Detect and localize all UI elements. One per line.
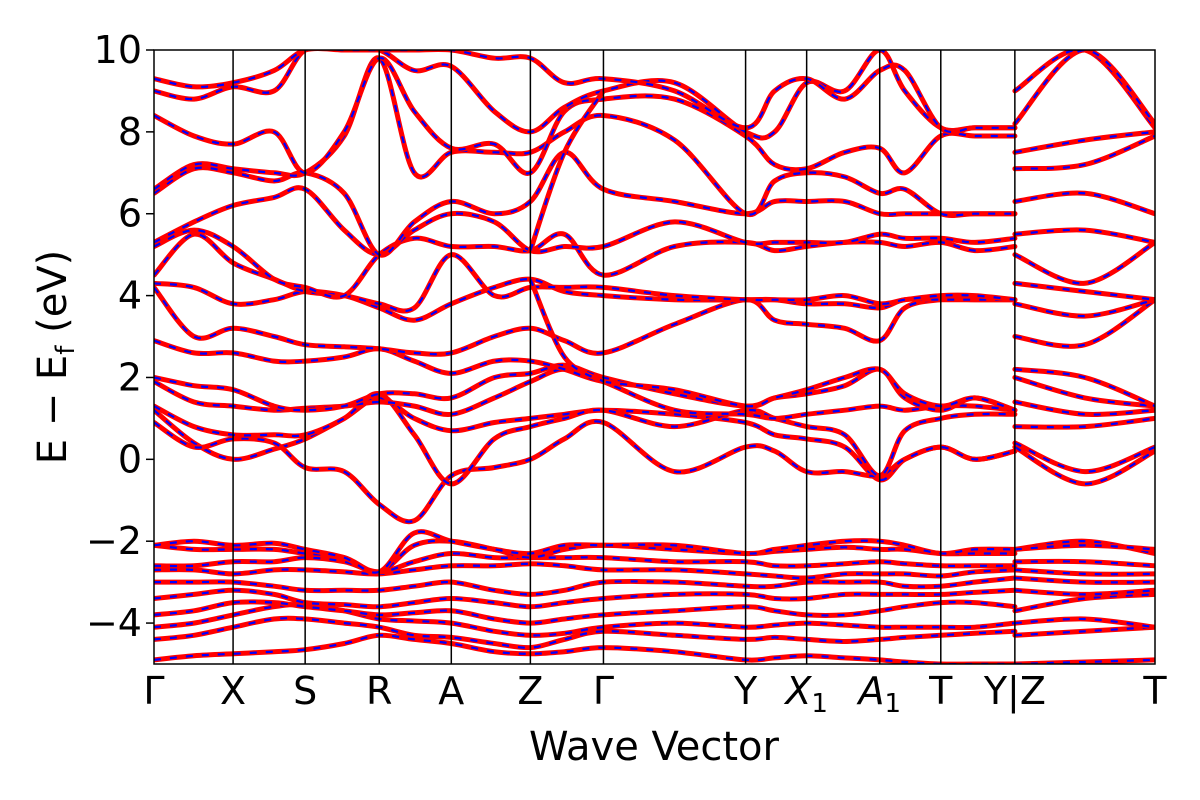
- band-14-dashed: [154, 364, 1155, 412]
- high-symmetry-lines: [232, 50, 1016, 664]
- band-10-dashed: [154, 396, 1155, 486]
- y-axis-ticks: −4 −2 0 2 4 6 8 10: [86, 28, 154, 645]
- band-18-dashed: [154, 233, 1155, 313]
- band-5-dashed: [154, 576, 1155, 596]
- y-tick-label: 8: [118, 110, 142, 154]
- band-1-dashed: [154, 617, 1155, 649]
- band-12-dashed: [154, 392, 1155, 486]
- x-tick-label: Z: [517, 669, 543, 713]
- band-0-dashed: [154, 634, 1155, 664]
- band-27-dashed: [529, 278, 604, 383]
- band-7-dashed: [154, 552, 1155, 574]
- band-16-dashed: [154, 286, 1155, 356]
- x-tick-label: Y|Z: [983, 669, 1046, 714]
- y-axis-title-main: E − E: [30, 355, 76, 465]
- y-tick-label: 6: [118, 192, 142, 236]
- x-tick-label: T: [928, 669, 953, 713]
- x-tick-label: S: [293, 669, 317, 713]
- x-tick-label: A: [438, 669, 464, 713]
- band-23-dashed: [154, 57, 1155, 175]
- x-tick-label: R: [366, 669, 392, 713]
- x-tick-label: T: [1142, 669, 1167, 713]
- y-tick-label: −4: [86, 601, 142, 645]
- y-axis-title: E − Ef (eV): [30, 250, 81, 465]
- x-tick-label: Γ: [143, 669, 164, 713]
- band-9-dashed: [154, 530, 1155, 574]
- y-tick-label: 0: [118, 437, 142, 481]
- y-tick-label: 2: [118, 355, 142, 399]
- x-tick-label: Y: [733, 669, 758, 713]
- x-tick-label: X1: [783, 669, 828, 719]
- y-tick-label: −2: [86, 519, 142, 563]
- y-tick-label: 10: [94, 28, 142, 72]
- band-15-dashed: [154, 339, 1155, 412]
- band-23-solid: [154, 55, 1155, 176]
- x-tick-label: A1: [855, 669, 901, 719]
- band-4-dashed: [154, 589, 1155, 608]
- x-axis-ticks: Γ X S R A Z Γ Y X1 A1 T Y|Z T: [143, 669, 1167, 719]
- y-tick-label: 4: [118, 274, 142, 318]
- band-19-dashed: [154, 228, 1155, 299]
- band-25-dashed: [154, 50, 1155, 134]
- band-24-dashed: [154, 50, 1155, 140]
- band-25-solid: [154, 50, 1155, 135]
- plot-frame: [153, 49, 1156, 665]
- band-20-dashed: [154, 186, 1155, 256]
- band-15-solid: [154, 338, 1155, 413]
- band-lines: [154, 50, 1155, 664]
- band-17-dashed: [154, 278, 1155, 322]
- x-tick-label: Γ: [593, 669, 614, 713]
- band-3-dashed: [154, 593, 1155, 625]
- y-axis-title-unit: (eV): [30, 250, 76, 346]
- x-axis-title: Wave Vector: [529, 724, 780, 770]
- y-axis-title-sub: f: [51, 345, 81, 355]
- band-24-solid: [154, 50, 1155, 141]
- band-22-dashed: [154, 57, 1155, 217]
- band-26-dashed: [529, 90, 605, 251]
- x-tick-label: X: [220, 669, 246, 713]
- band-6-dashed: [154, 562, 1155, 580]
